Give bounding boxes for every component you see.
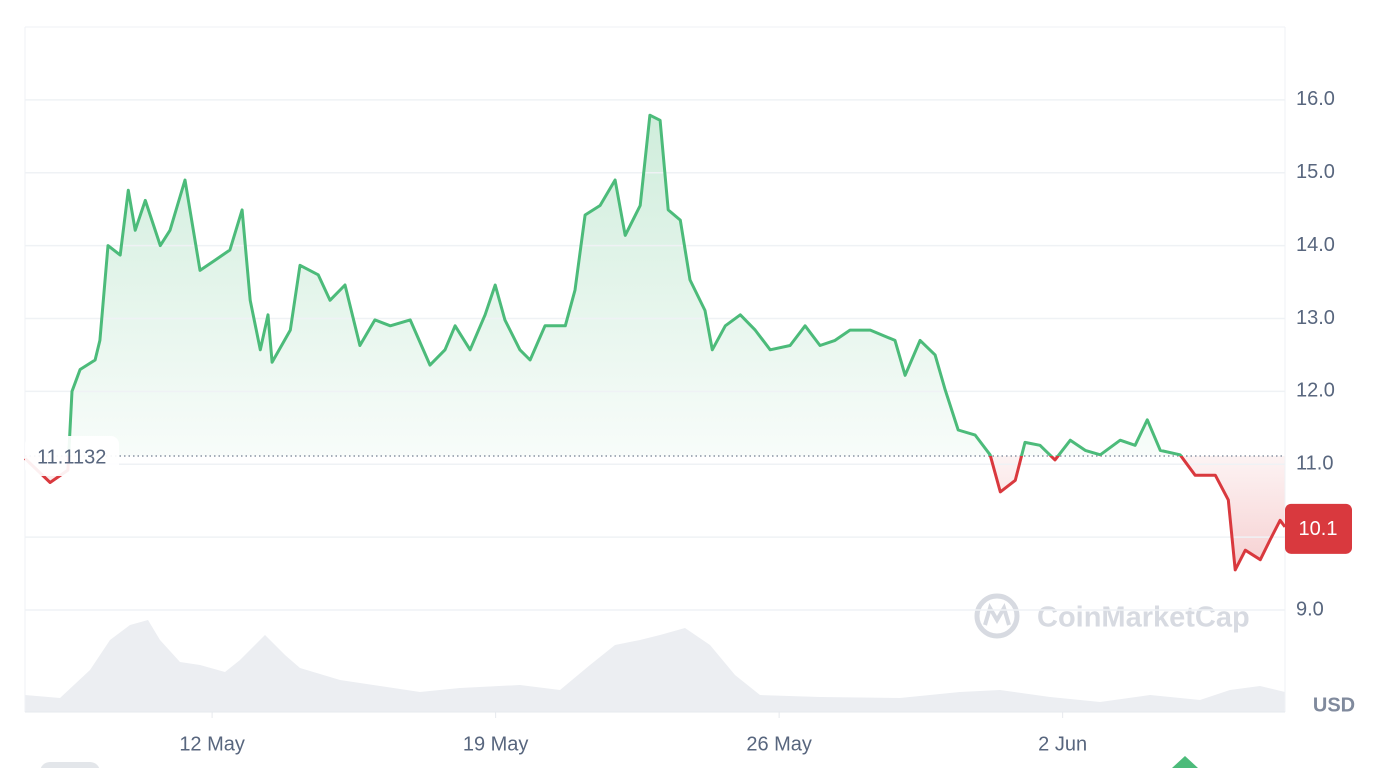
price-area: [25, 115, 1285, 570]
y-tick-label: 12.0: [1296, 380, 1335, 402]
price-line: [23, 113, 1287, 572]
price-tag-label: 10.1: [1299, 518, 1338, 540]
y-tick-label: 16.0: [1296, 88, 1335, 110]
volume-area: [25, 620, 1285, 712]
baseline-label: 11.1132: [37, 446, 106, 468]
x-tick-label: 2 Jun: [1038, 733, 1087, 755]
watermark: CoinMarketCap: [974, 593, 1250, 639]
range-button[interactable]: [40, 762, 100, 768]
price-tag-box: [1285, 503, 1352, 554]
y-tick-label: 9.0: [1296, 598, 1324, 620]
y-tick-label: 15.0: [1296, 161, 1335, 183]
watermark-logo: [974, 593, 1020, 639]
y-tick-label: 11.0: [1296, 453, 1333, 475]
watermark-logo-mark: [983, 602, 1011, 626]
baseline-label-box: [25, 435, 119, 476]
y-tick-label: 13.0: [1296, 307, 1335, 329]
x-tick-label: 12 May: [179, 733, 245, 755]
unit-label: USD: [1313, 694, 1355, 716]
watermark-text: CoinMarketCap: [1037, 602, 1250, 634]
y-tick-label: 14.0: [1296, 234, 1335, 256]
scroll-indicator: [1172, 756, 1198, 768]
x-tick-label: 26 May: [746, 733, 812, 755]
x-tick-label: 19 May: [463, 733, 529, 755]
